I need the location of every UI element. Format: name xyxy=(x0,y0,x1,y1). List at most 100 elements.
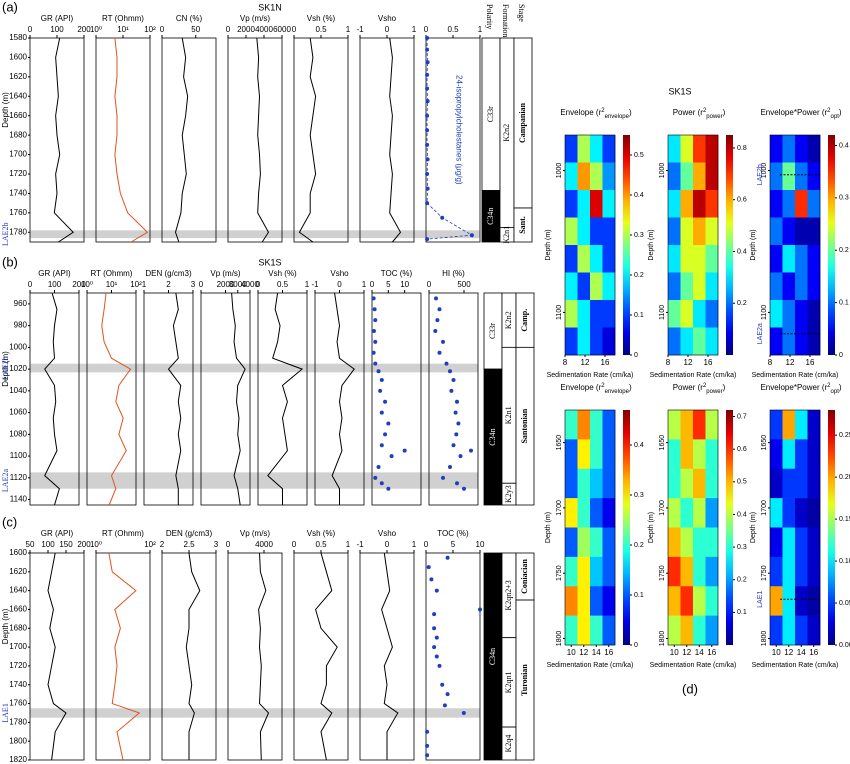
log-curve xyxy=(47,552,67,761)
title-part: opt xyxy=(831,389,840,395)
heat-cell xyxy=(807,162,821,191)
log-curve xyxy=(185,552,201,760)
heat-cell xyxy=(807,245,821,273)
x-tick-label: 10² xyxy=(130,280,142,289)
heat-cell xyxy=(807,327,821,356)
heat-cell xyxy=(705,162,719,191)
heat-cell xyxy=(602,527,616,558)
strat-label: Turonian xyxy=(520,664,529,696)
strat-label: K2qn2+3 xyxy=(504,580,513,610)
heat-cell xyxy=(577,556,591,587)
y-tick-label: 1000 xyxy=(659,163,666,179)
colorbar xyxy=(623,135,630,355)
colorbar-tick-label: 0.5 xyxy=(634,152,644,159)
x-tick-label: 6000 xyxy=(273,25,291,34)
heat-cell xyxy=(668,300,681,328)
title-part: Power (r xyxy=(673,108,704,117)
heat-cell xyxy=(705,217,719,246)
data-point xyxy=(434,635,439,640)
data-point xyxy=(432,645,437,650)
colorbar-tick-label: 0.8 xyxy=(737,145,747,152)
x-tick-label: 10 xyxy=(772,648,781,657)
data-point xyxy=(434,588,439,593)
heat-cell xyxy=(795,615,808,646)
x-tick-label: 12 xyxy=(682,648,691,657)
heat-cell xyxy=(693,527,706,558)
track-frame xyxy=(161,37,217,243)
data-point xyxy=(373,318,378,323)
x-tick-label: 200 xyxy=(77,25,91,34)
heat-cell xyxy=(693,327,706,356)
heat-cell xyxy=(782,439,796,470)
data-point xyxy=(449,388,454,393)
track-frame xyxy=(359,37,415,243)
heat-cell xyxy=(705,410,719,440)
data-point xyxy=(455,481,459,486)
heat-cell xyxy=(680,586,694,616)
y-tick-label: 1750 xyxy=(659,565,666,581)
heat-cell xyxy=(680,498,694,528)
data-point xyxy=(448,369,452,374)
title-part: 2 xyxy=(827,108,831,114)
x-tick-label: 5 xyxy=(386,280,391,289)
heat-cell xyxy=(693,272,706,301)
x-tick-label: 1 xyxy=(362,280,367,289)
heat-cell xyxy=(782,615,796,646)
x-tick-label: 16 xyxy=(806,358,815,367)
heat-cell xyxy=(693,217,706,246)
heatmap-frame xyxy=(564,409,616,646)
log-curve xyxy=(101,292,132,506)
track-title: HI (%) xyxy=(442,269,465,278)
heat-cell xyxy=(807,135,821,163)
track-title: GR (API) xyxy=(41,529,74,538)
heat-cell xyxy=(565,468,578,499)
panel-title: SK1S xyxy=(258,257,281,267)
data-point xyxy=(371,329,376,334)
x-tick-label: 12 xyxy=(579,648,588,657)
track-title: RT (Ohmm) xyxy=(102,529,144,538)
heat-cell xyxy=(782,498,796,528)
data-point xyxy=(371,350,376,355)
heat-cell xyxy=(705,300,719,328)
heat-cell xyxy=(770,615,783,646)
colorbar-tick-label: 0.4 xyxy=(634,442,644,449)
heat-cell xyxy=(577,272,591,301)
heat-cell xyxy=(577,498,591,528)
track-frame xyxy=(95,552,151,761)
heat-cell xyxy=(782,527,796,558)
track-title: Vp (m/s) xyxy=(240,14,271,23)
heat-cell xyxy=(680,410,694,440)
y-tick-label: 1700 xyxy=(556,500,563,516)
data-point xyxy=(478,607,482,612)
track-title: Vsh (%) xyxy=(307,14,336,23)
heat-cell xyxy=(795,272,808,301)
log-curve xyxy=(267,292,304,505)
x-tick-label: 12 xyxy=(786,358,795,367)
data-point xyxy=(437,663,442,668)
heat-cell xyxy=(770,162,783,191)
heat-cell xyxy=(668,468,681,499)
x-tick-label: 5 xyxy=(451,540,456,549)
title-part: ) xyxy=(839,108,842,117)
heat-cell xyxy=(602,586,616,616)
data-point xyxy=(425,86,430,91)
data-point xyxy=(425,729,430,734)
track-title: Vsh (%) xyxy=(268,269,297,278)
data-point xyxy=(379,410,384,415)
data-point xyxy=(440,215,445,220)
x-tick-label: 3 xyxy=(191,280,196,289)
data-point xyxy=(373,339,378,344)
heat-cell xyxy=(693,300,706,328)
heat-cell xyxy=(705,439,719,470)
log-curve xyxy=(231,292,246,506)
heat-cell xyxy=(577,190,591,218)
x-axis-label: Sedimentation Rate (cm/ka) xyxy=(547,662,634,669)
log-curve xyxy=(256,37,270,243)
x-tick-label: 12 xyxy=(581,358,590,367)
heat-cell xyxy=(680,162,694,191)
heat-cell xyxy=(770,586,783,616)
heat-cell xyxy=(590,190,603,218)
track-title: RT (Ohmm) xyxy=(91,269,133,278)
title-part: 2 xyxy=(601,383,605,389)
